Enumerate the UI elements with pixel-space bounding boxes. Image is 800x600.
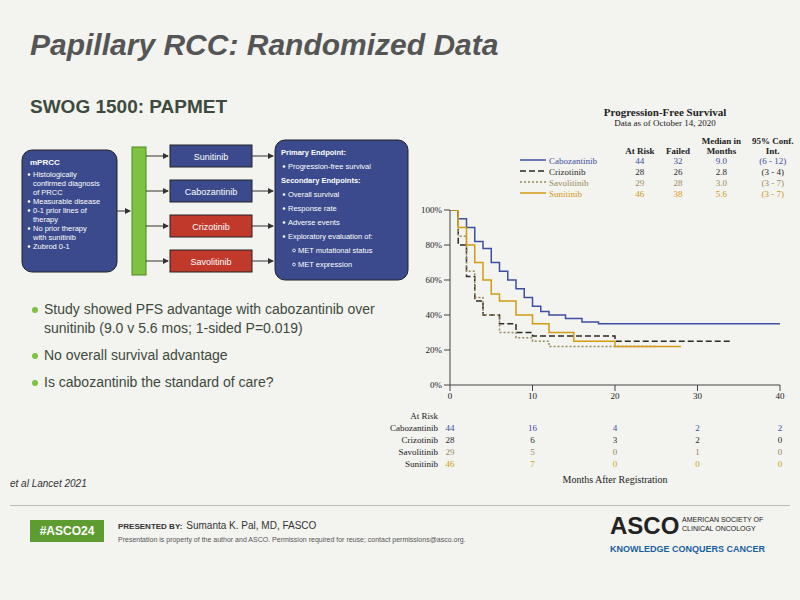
html-text:Progression-Free Survival: Progression-Free Survival bbox=[603, 106, 727, 118]
svg-text:therapy: therapy bbox=[33, 215, 58, 224]
html-text:44: 44 bbox=[445, 423, 455, 433]
svg-text:No prior therapy: No prior therapy bbox=[33, 224, 87, 233]
html-text:0: 0 bbox=[777, 447, 783, 457]
svg-text:0%: 0% bbox=[430, 380, 443, 390]
svg-text:40: 40 bbox=[776, 391, 786, 401]
svg-text:Crizotinib: Crizotinib bbox=[192, 222, 230, 232]
html-text:Presentation is property of th: Presentation is property of the author a… bbox=[118, 536, 466, 543]
html-text:5.6: 5.6 bbox=[715, 189, 727, 199]
svg-text:Zubrod 0-1: Zubrod 0-1 bbox=[33, 242, 70, 251]
svg-text:20: 20 bbox=[611, 391, 621, 401]
html-text:32: 32 bbox=[673, 156, 683, 166]
html-text:#ASCO24: #ASCO24 bbox=[39, 524, 95, 538]
svg-text:Sunitinib: Sunitinib bbox=[194, 152, 229, 162]
html-text:0: 0 bbox=[777, 459, 783, 469]
svg-text:Secondary Endpoints:: Secondary Endpoints: bbox=[281, 176, 361, 185]
svg-text:0: 0 bbox=[448, 391, 453, 401]
html-text:Median in Months: Median in Months bbox=[701, 136, 741, 156]
html-text:Papillary RCC: Randomized Data: Papillary RCC: Randomized Data bbox=[30, 28, 499, 61]
html-text:26: 26 bbox=[673, 167, 683, 177]
html-text:3: 3 bbox=[612, 435, 618, 445]
html-text:At Risk: At Risk bbox=[625, 146, 655, 156]
html-text:Savolitinib: Savolitinib bbox=[398, 447, 438, 457]
html-text:Crizotinib: Crizotinib bbox=[401, 435, 438, 445]
html-text:29: 29 bbox=[635, 178, 645, 188]
html-text:2: 2 bbox=[695, 423, 700, 433]
html-text:(3 - 7): (3 - 7) bbox=[761, 178, 784, 188]
html-text:(6 - 12): (6 - 12) bbox=[759, 156, 787, 166]
html-text:6: 6 bbox=[530, 435, 535, 445]
svg-text:0-1 prior lines of: 0-1 prior lines of bbox=[33, 206, 88, 215]
svg-text:80%: 80% bbox=[426, 240, 443, 250]
html-text:2: 2 bbox=[695, 435, 700, 445]
svg-text:Primary Endpoint:: Primary Endpoint: bbox=[281, 148, 346, 157]
html-text:2: 2 bbox=[777, 423, 783, 433]
html-text:Study showed PFS advantage wit: Study showed PFS advantage with cabozant… bbox=[44, 301, 375, 336]
html-text:Crizotinib: Crizotinib bbox=[549, 167, 586, 177]
html-text:46: 46 bbox=[635, 189, 645, 199]
svg-text:10: 10 bbox=[528, 391, 538, 401]
html-text:No overall survival advantage: No overall survival advantage bbox=[44, 347, 228, 363]
html-text:Months After Registration: Months After Registration bbox=[562, 474, 668, 485]
html-text:Cabozantinib: Cabozantinib bbox=[390, 423, 438, 433]
html-text:95% Conf. Int.: 95% Conf. Int. bbox=[752, 136, 794, 156]
html-text:Data as of October 14, 2020: Data as of October 14, 2020 bbox=[614, 118, 716, 128]
html-text:0: 0 bbox=[695, 459, 700, 469]
html-text:PRESENTED BY: Sumanta K. Pal,: PRESENTED BY: Sumanta K. Pal, MD, FASCO bbox=[118, 520, 317, 531]
svg-text:60%: 60% bbox=[426, 275, 443, 285]
html-text:AMERICAN SOCIETY OF CLINICAL O: AMERICAN SOCIETY OF CLINICAL ONCOLOGY bbox=[682, 516, 764, 532]
svg-text:Savolitinib: Savolitinib bbox=[190, 257, 231, 267]
html-text:7: 7 bbox=[530, 459, 535, 469]
html-text:9.0: 9.0 bbox=[715, 156, 727, 166]
html-text:(3 - 4): (3 - 4) bbox=[761, 167, 784, 177]
svg-text:100%: 100% bbox=[421, 205, 443, 215]
html-text:38: 38 bbox=[673, 189, 683, 199]
html-text:1: 1 bbox=[695, 447, 700, 457]
html-text:5: 5 bbox=[530, 447, 535, 457]
html-text:0: 0 bbox=[612, 447, 618, 457]
html-text:4: 4 bbox=[612, 423, 618, 433]
html-text:Is cabozantinib the standard o: Is cabozantinib the standard of care? bbox=[44, 374, 274, 390]
svg-text:of PRCC: of PRCC bbox=[33, 188, 63, 197]
html-text:3.0: 3.0 bbox=[715, 178, 727, 188]
svg-text:30: 30 bbox=[693, 391, 703, 401]
svg-text:20%: 20% bbox=[426, 345, 443, 355]
html-text:Sunitinib: Sunitinib bbox=[405, 459, 438, 469]
html-text:KNOWLEDGE CONQUERS CANCER: KNOWLEDGE CONQUERS CANCER bbox=[610, 544, 765, 554]
svg-text:confirmed diagnosis: confirmed diagnosis bbox=[33, 179, 100, 188]
html-text:(3 - 7): (3 - 7) bbox=[761, 189, 784, 199]
svg-text:Histologically: Histologically bbox=[33, 170, 77, 179]
html-text:16: 16 bbox=[528, 423, 537, 433]
html-text:28: 28 bbox=[635, 167, 645, 177]
svg-text:Exploratory evaluation of:: Exploratory evaluation of: bbox=[288, 232, 373, 241]
svg-text:with sunitinib: with sunitinib bbox=[32, 233, 76, 242]
svg-text:Cabozantinib: Cabozantinib bbox=[185, 187, 238, 197]
html-text:SWOG 1500: PAPMET: SWOG 1500: PAPMET bbox=[30, 96, 228, 117]
html-text:28: 28 bbox=[673, 178, 683, 188]
html-text:ASCO: ASCO bbox=[610, 512, 680, 539]
html-text:29: 29 bbox=[445, 447, 455, 457]
html-text:Failed: Failed bbox=[666, 146, 691, 156]
svg-text:Response rate: Response rate bbox=[288, 204, 337, 213]
svg-text:Overall survival: Overall survival bbox=[288, 190, 340, 199]
svg-text:Adverse events: Adverse events bbox=[288, 218, 340, 227]
html-text:0: 0 bbox=[777, 435, 783, 445]
html-text:Sunitinib: Sunitinib bbox=[549, 189, 582, 199]
html-text:28: 28 bbox=[445, 435, 455, 445]
svg-text:MET mutational status: MET mutational status bbox=[298, 246, 373, 255]
html-text:et al Lancet 2021: et al Lancet 2021 bbox=[10, 478, 87, 489]
svg-text:MET expression: MET expression bbox=[298, 260, 352, 269]
html-text:44: 44 bbox=[635, 156, 645, 166]
svg-text:mPRCC: mPRCC bbox=[30, 158, 60, 167]
svg-text:Measurable disease: Measurable disease bbox=[33, 197, 100, 206]
svg-text:Progression-free survival: Progression-free survival bbox=[288, 162, 371, 171]
svg-text:40%: 40% bbox=[426, 310, 443, 320]
html-text:0: 0 bbox=[612, 459, 618, 469]
html-text:2.8: 2.8 bbox=[715, 167, 727, 177]
html-text:Savolitinib: Savolitinib bbox=[549, 178, 589, 188]
html-text:Cabozantinib: Cabozantinib bbox=[549, 156, 597, 166]
html-text:46: 46 bbox=[445, 459, 455, 469]
html-text:At Risk: At Risk bbox=[410, 411, 438, 421]
